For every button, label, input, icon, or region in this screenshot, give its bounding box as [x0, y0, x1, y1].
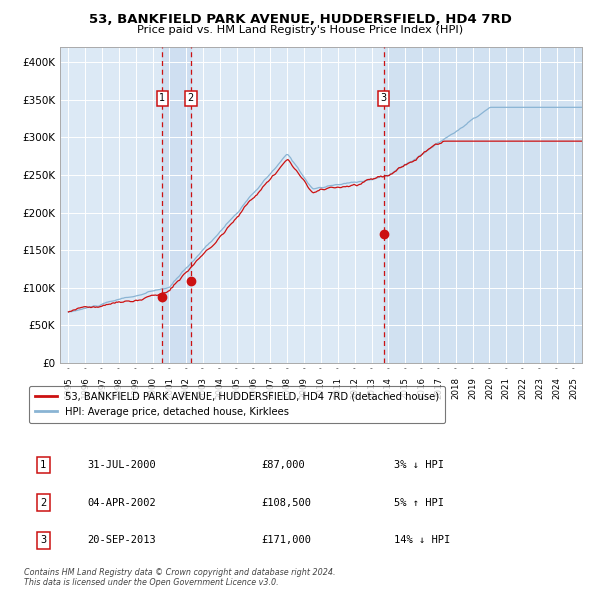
- Text: 31-JUL-2000: 31-JUL-2000: [88, 460, 156, 470]
- Text: 2013: 2013: [367, 377, 376, 399]
- Text: 5% ↑ HPI: 5% ↑ HPI: [394, 498, 444, 507]
- Text: 1: 1: [40, 460, 46, 470]
- Text: 2006: 2006: [249, 377, 258, 399]
- Text: 2011: 2011: [334, 377, 343, 399]
- Text: Price paid vs. HM Land Registry's House Price Index (HPI): Price paid vs. HM Land Registry's House …: [137, 25, 463, 35]
- Text: 3: 3: [40, 536, 46, 545]
- Text: 1997: 1997: [98, 377, 107, 399]
- Text: 2003: 2003: [199, 377, 208, 399]
- Text: 2015: 2015: [401, 377, 410, 399]
- Text: 2: 2: [188, 93, 194, 103]
- Text: 2010: 2010: [317, 377, 325, 399]
- Text: 53, BANKFIELD PARK AVENUE, HUDDERSFIELD, HD4 7RD: 53, BANKFIELD PARK AVENUE, HUDDERSFIELD,…: [89, 13, 511, 26]
- Text: 2021: 2021: [502, 377, 511, 399]
- Text: 3: 3: [380, 93, 387, 103]
- Text: 2005: 2005: [232, 377, 241, 399]
- Text: 2008: 2008: [283, 377, 292, 399]
- Text: 1998: 1998: [115, 377, 124, 399]
- Text: 2023: 2023: [535, 377, 544, 399]
- Text: 2000: 2000: [148, 377, 157, 399]
- Text: Contains HM Land Registry data © Crown copyright and database right 2024.
This d: Contains HM Land Registry data © Crown c…: [24, 568, 335, 587]
- Text: 1995: 1995: [64, 377, 73, 399]
- Text: 04-APR-2002: 04-APR-2002: [88, 498, 156, 507]
- Text: 2017: 2017: [434, 377, 443, 399]
- Text: 3% ↓ HPI: 3% ↓ HPI: [394, 460, 444, 470]
- Text: 2016: 2016: [418, 377, 427, 399]
- Legend: 53, BANKFIELD PARK AVENUE, HUDDERSFIELD, HD4 7RD (detached house), HPI: Average : 53, BANKFIELD PARK AVENUE, HUDDERSFIELD,…: [29, 386, 445, 423]
- Text: 2004: 2004: [215, 377, 224, 399]
- Text: 2022: 2022: [518, 377, 527, 399]
- Bar: [383, 47, 582, 363]
- Text: 1999: 1999: [131, 377, 140, 399]
- Text: 2001: 2001: [165, 377, 174, 399]
- Text: 1: 1: [160, 93, 166, 103]
- Text: 2012: 2012: [350, 377, 359, 399]
- Text: 2019: 2019: [468, 377, 477, 399]
- Text: 2025: 2025: [569, 377, 578, 399]
- Text: 2020: 2020: [485, 377, 494, 399]
- Text: 2024: 2024: [552, 377, 561, 399]
- Text: 2014: 2014: [384, 377, 393, 399]
- Text: £87,000: £87,000: [262, 460, 305, 470]
- Text: 2002: 2002: [182, 377, 191, 399]
- Bar: [163, 47, 191, 363]
- Text: 20-SEP-2013: 20-SEP-2013: [88, 536, 156, 545]
- Text: £108,500: £108,500: [262, 498, 311, 507]
- Text: £171,000: £171,000: [262, 536, 311, 545]
- Text: 1996: 1996: [81, 377, 90, 399]
- Text: 2007: 2007: [266, 377, 275, 399]
- Text: 2018: 2018: [451, 377, 460, 399]
- Text: 2: 2: [40, 498, 46, 507]
- Text: 2009: 2009: [299, 377, 308, 399]
- Text: 14% ↓ HPI: 14% ↓ HPI: [394, 536, 450, 545]
